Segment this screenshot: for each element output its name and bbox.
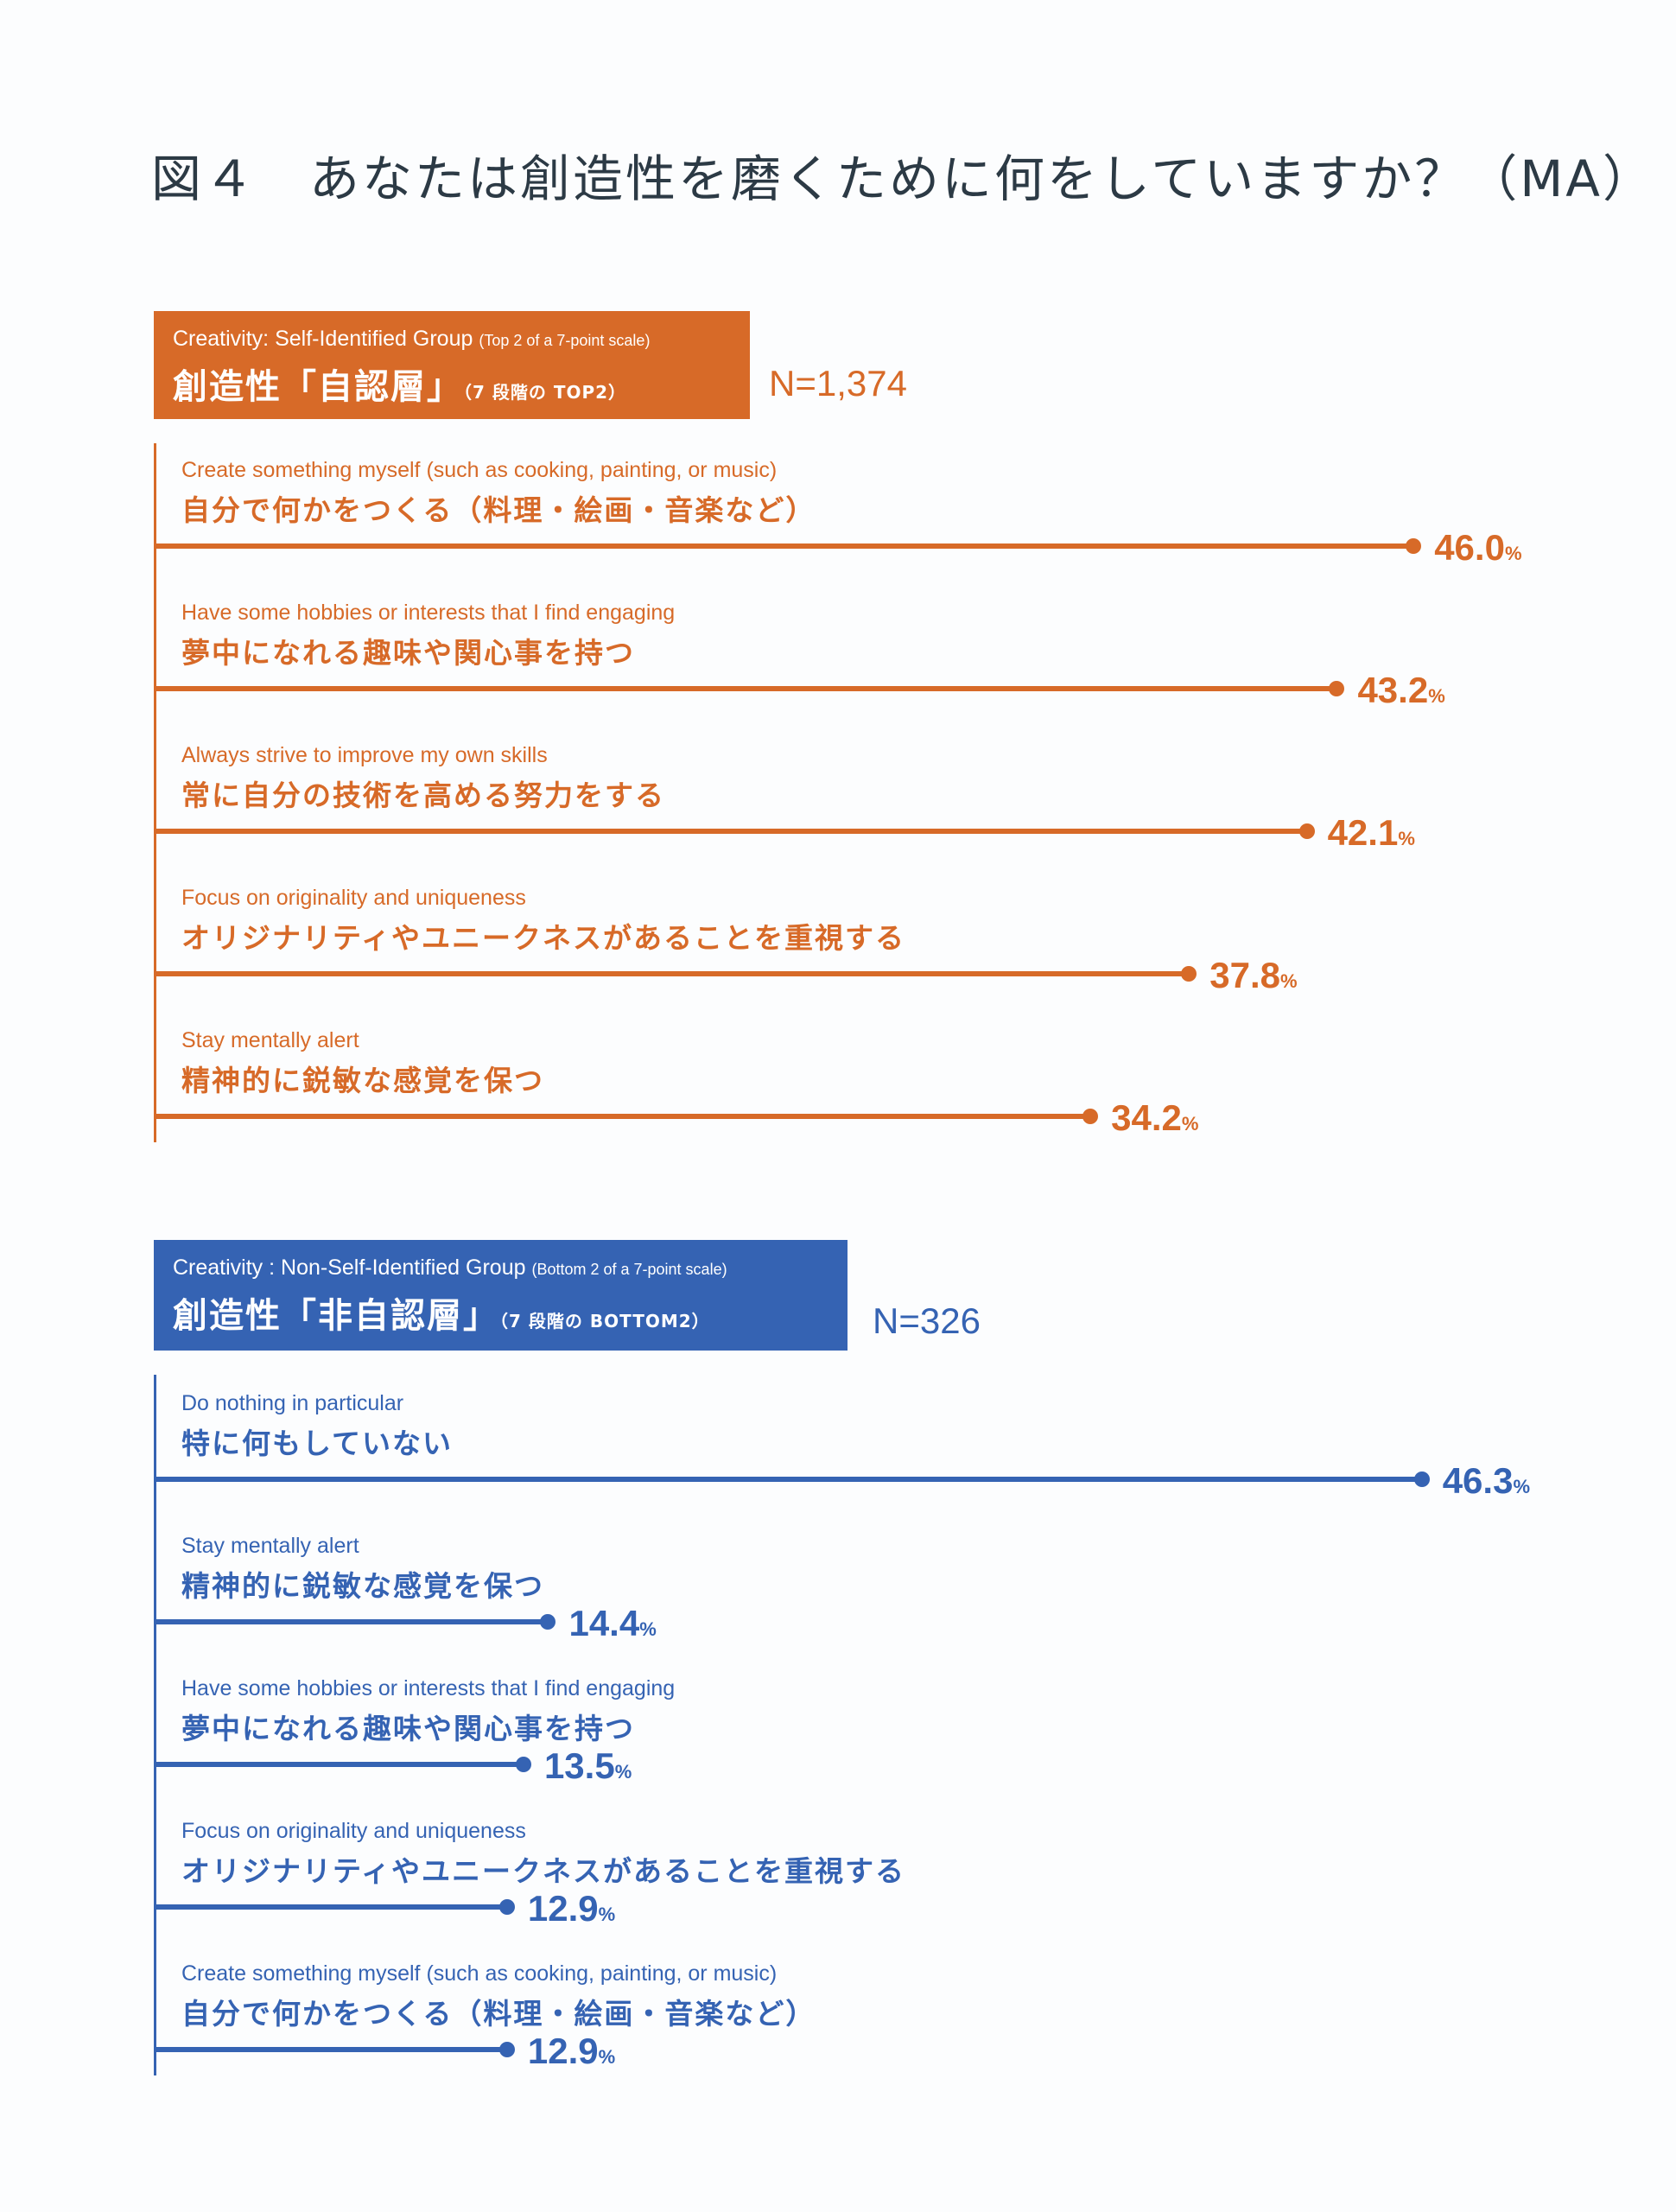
category-label-jp: オリジナリティやユニークネスがあることを重視する xyxy=(181,921,906,955)
category-label-jp: 自分で何かをつくる（料理・絵画・音楽など） xyxy=(181,493,816,527)
bar xyxy=(154,971,1190,976)
category-label-en: Always strive to improve my own skills xyxy=(181,743,548,767)
group-header-jp-note: （7 段階の BOTTOM2） xyxy=(499,1311,710,1332)
group-header-en-note: (Bottom 2 of a 7-point scale) xyxy=(531,1261,727,1278)
category-label-jp: 特に何もしていない xyxy=(181,1427,454,1460)
value-unit: % xyxy=(598,1904,616,1925)
category-label-jp: 精神的に鋭敏な感覚を保つ xyxy=(181,1569,544,1603)
value-number: 13.5 xyxy=(543,1745,615,1786)
value-number: 43.2 xyxy=(1357,670,1429,710)
bar-endpoint-dot xyxy=(1329,681,1345,696)
value-number: 46.3 xyxy=(1442,1460,1514,1501)
value-number: 42.1 xyxy=(1327,812,1399,853)
bar-endpoint-dot xyxy=(1413,1471,1430,1487)
category-label-jp: 夢中になれる趣味や関心事を持つ xyxy=(181,636,635,670)
bar-endpoint-dot xyxy=(1082,1109,1099,1124)
category-label-en: Focus on originality and uniqueness xyxy=(181,886,526,910)
value-unit: % xyxy=(1398,828,1415,849)
category-label-en: Stay mentally alert xyxy=(181,1534,359,1558)
bar xyxy=(154,2047,507,2052)
category-label-en: Focus on originality and uniqueness xyxy=(181,1819,526,1843)
group-header-jp: 創造性「自認層」（7 段階の TOP2） xyxy=(173,359,731,409)
bar xyxy=(154,829,1307,834)
value-unit: % xyxy=(1280,970,1298,992)
value-number: 12.9 xyxy=(527,2031,599,2071)
value-unit: % xyxy=(1504,543,1522,564)
bar-endpoint-dot xyxy=(1298,823,1315,839)
bar-endpoint-dot xyxy=(498,1899,515,1915)
group-header-jp-note: （7 段階の TOP2） xyxy=(463,382,627,403)
category-label-en: Create something myself (such as cooking… xyxy=(181,458,778,482)
axis-line xyxy=(154,443,156,1142)
group-header-jp: 創造性「非自認層」（7 段階の BOTTOM2） xyxy=(173,1287,828,1338)
value-label: 37.8% xyxy=(1209,955,1297,996)
value-unit: % xyxy=(1428,685,1445,707)
value-unit: % xyxy=(1181,1113,1199,1135)
value-unit: % xyxy=(598,2046,616,2068)
group-header: Creativity : Non-Self-Identified Group (… xyxy=(154,1240,848,1351)
category-label-en: Have some hobbies or interests that I fi… xyxy=(181,1676,676,1700)
value-label: 12.9% xyxy=(528,2031,615,2072)
group-header-en: Creativity : Non-Self-Identified Group (… xyxy=(173,1255,828,1281)
bar-endpoint-dot xyxy=(498,2042,515,2057)
value-label: 46.3% xyxy=(1443,1460,1530,1502)
category-label-jp: 夢中になれる趣味や関心事を持つ xyxy=(181,1712,635,1745)
group-header-en-title: Creativity : Non-Self-Identified Group xyxy=(173,1255,532,1280)
sample-size: N=326 xyxy=(873,1300,981,1341)
bar xyxy=(154,1477,1422,1482)
category-label-en: Do nothing in particular xyxy=(181,1391,404,1415)
group-header-en-title: Creativity: Self-Identified Group xyxy=(173,327,479,351)
group-header-en: Creativity: Self-Identified Group (Top 2… xyxy=(173,327,731,352)
value-label: 14.4% xyxy=(568,1603,656,1644)
group-header-jp-title: 創造性「自認層」 xyxy=(173,367,463,407)
bar-endpoint-dot xyxy=(540,1614,556,1630)
bar-endpoint-dot xyxy=(1406,538,1422,554)
value-number: 34.2 xyxy=(1111,1097,1182,1138)
bar-endpoint-dot xyxy=(1181,966,1197,982)
value-unit: % xyxy=(1513,1476,1531,1497)
group-header-en-note: (Top 2 of a 7-point scale) xyxy=(479,332,651,349)
bar xyxy=(154,1762,524,1767)
value-number: 14.4 xyxy=(568,1603,640,1643)
figure-title: 図４ あなたは創造性を磨くために何をしていますか？（MA） xyxy=(151,149,1655,208)
value-number: 37.8 xyxy=(1209,955,1280,995)
bar xyxy=(154,1619,549,1624)
category-label-jp: オリジナリティやユニークネスがあることを重視する xyxy=(181,1854,906,1888)
value-unit: % xyxy=(639,1618,657,1640)
value-number: 46.0 xyxy=(1434,527,1505,568)
bar xyxy=(154,1904,507,1910)
group-header-jp-title: 創造性「非自認層」 xyxy=(173,1296,499,1336)
bar xyxy=(154,543,1414,549)
value-label: 46.0% xyxy=(1434,527,1521,569)
value-label: 43.2% xyxy=(1357,670,1444,711)
category-label-jp: 自分で何かをつくる（料理・絵画・音楽など） xyxy=(181,1997,816,2031)
category-label-en: Have some hobbies or interests that I fi… xyxy=(181,601,676,625)
sample-size: N=1,374 xyxy=(769,363,907,404)
bar xyxy=(154,686,1337,691)
axis-line xyxy=(154,1375,156,2075)
bar xyxy=(154,1114,1091,1119)
value-number: 12.9 xyxy=(527,1888,599,1929)
category-label-jp: 常に自分の技術を高める努力をする xyxy=(181,779,665,812)
value-label: 34.2% xyxy=(1111,1097,1198,1139)
value-unit: % xyxy=(614,1761,632,1783)
bar-endpoint-dot xyxy=(515,1757,531,1772)
value-label: 42.1% xyxy=(1328,812,1415,854)
category-label-en: Create something myself (such as cooking… xyxy=(181,1961,778,1986)
group-header: Creativity: Self-Identified Group (Top 2… xyxy=(154,311,750,419)
category-label-en: Stay mentally alert xyxy=(181,1028,359,1052)
value-label: 12.9% xyxy=(528,1888,615,1929)
category-label-jp: 精神的に鋭敏な感覚を保つ xyxy=(181,1064,544,1097)
value-label: 13.5% xyxy=(544,1745,632,1787)
